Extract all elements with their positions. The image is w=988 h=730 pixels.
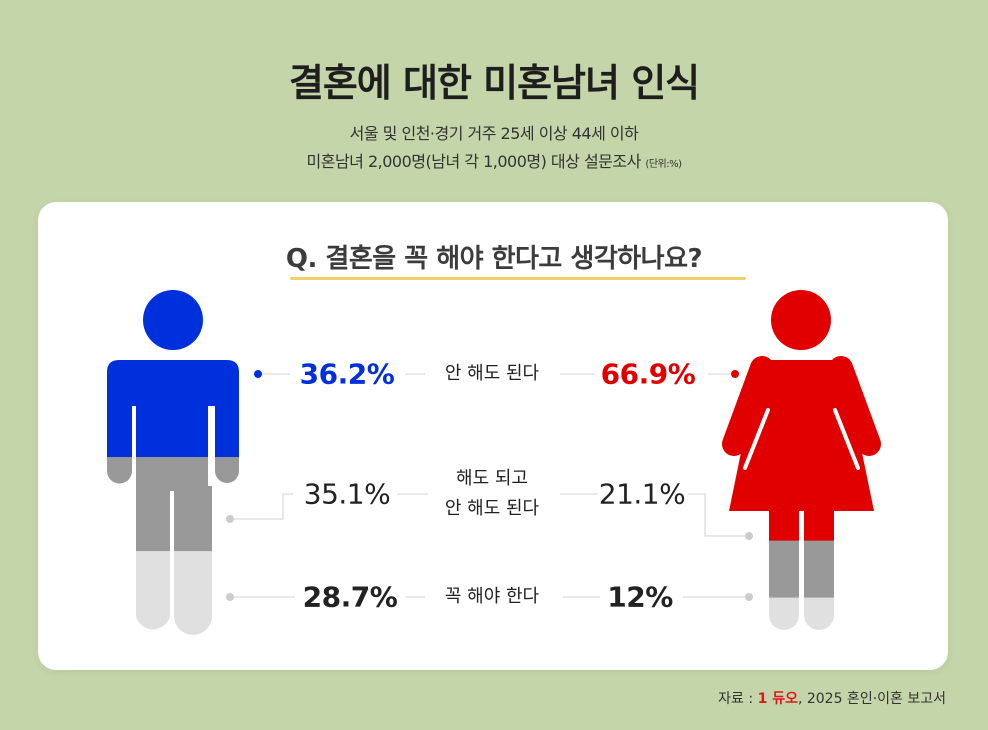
source-note: 자료 : 1 듀오, 2025 혼인·이혼 보고서 bbox=[718, 688, 946, 708]
subtitle-text: 미혼남녀 2,000명(남녀 각 1,000명) 대상 설문조사 bbox=[306, 152, 642, 171]
source-text: , 2025 혼인·이혼 보고서 bbox=[797, 691, 946, 707]
connector-lines bbox=[234, 373, 745, 598]
female-value-1: 66.9% bbox=[600, 357, 696, 391]
female-head-fill bbox=[710, 280, 890, 360]
duo-logo-text: 듀오 bbox=[772, 691, 798, 707]
female-segment-either bbox=[710, 540, 890, 599]
female-segment-not-necessary bbox=[710, 360, 890, 542]
male-segment-must bbox=[100, 551, 250, 648]
female-dot-1 bbox=[731, 370, 739, 378]
unit-label: (단위:%) bbox=[645, 159, 682, 170]
page-title: 결혼에 대한 미혼남녀 인식 bbox=[288, 61, 700, 105]
male-value-2: 35.1% bbox=[303, 477, 391, 511]
female-dot-3 bbox=[745, 593, 753, 601]
duo-logo: 1 듀오 bbox=[757, 691, 798, 707]
subtitle-line1: 서울 및 인천·경기 거주 25세 이상 44세 이하 bbox=[349, 124, 639, 143]
female-value-2: 21.1% bbox=[598, 477, 686, 511]
male-value-3: 28.7% bbox=[302, 580, 398, 614]
male-figure bbox=[100, 280, 250, 648]
male-dot-2 bbox=[226, 515, 234, 523]
subtitle-line2: 미혼남녀 2,000명(남녀 각 1,000명) 대상 설문조사 (단위:%) bbox=[0, 148, 988, 172]
female-value-3: 12% bbox=[607, 580, 673, 614]
source-prefix: 자료 : bbox=[718, 691, 754, 707]
male-segment-not-necessary bbox=[100, 360, 250, 458]
question-underline bbox=[290, 277, 746, 280]
female-figure bbox=[710, 280, 890, 650]
male-head-fill bbox=[100, 280, 250, 360]
female-segment-must bbox=[710, 597, 890, 650]
male-segment-either bbox=[100, 457, 250, 552]
category-label-3: 꼭 해야 한다 bbox=[444, 586, 540, 607]
male-dot-3 bbox=[226, 593, 234, 601]
female-dot-2 bbox=[745, 532, 753, 540]
category-label-2-line2: 안 해도 된다 bbox=[444, 498, 540, 519]
male-value-1: 36.2% bbox=[299, 357, 395, 391]
category-label-2-line1: 해도 되고 bbox=[456, 468, 528, 489]
question-heading: Q. 결혼을 꼭 해야 한다고 생각하나요? bbox=[285, 244, 703, 274]
category-label-1: 안 해도 된다 bbox=[444, 363, 540, 384]
male-dot-1 bbox=[254, 370, 262, 378]
